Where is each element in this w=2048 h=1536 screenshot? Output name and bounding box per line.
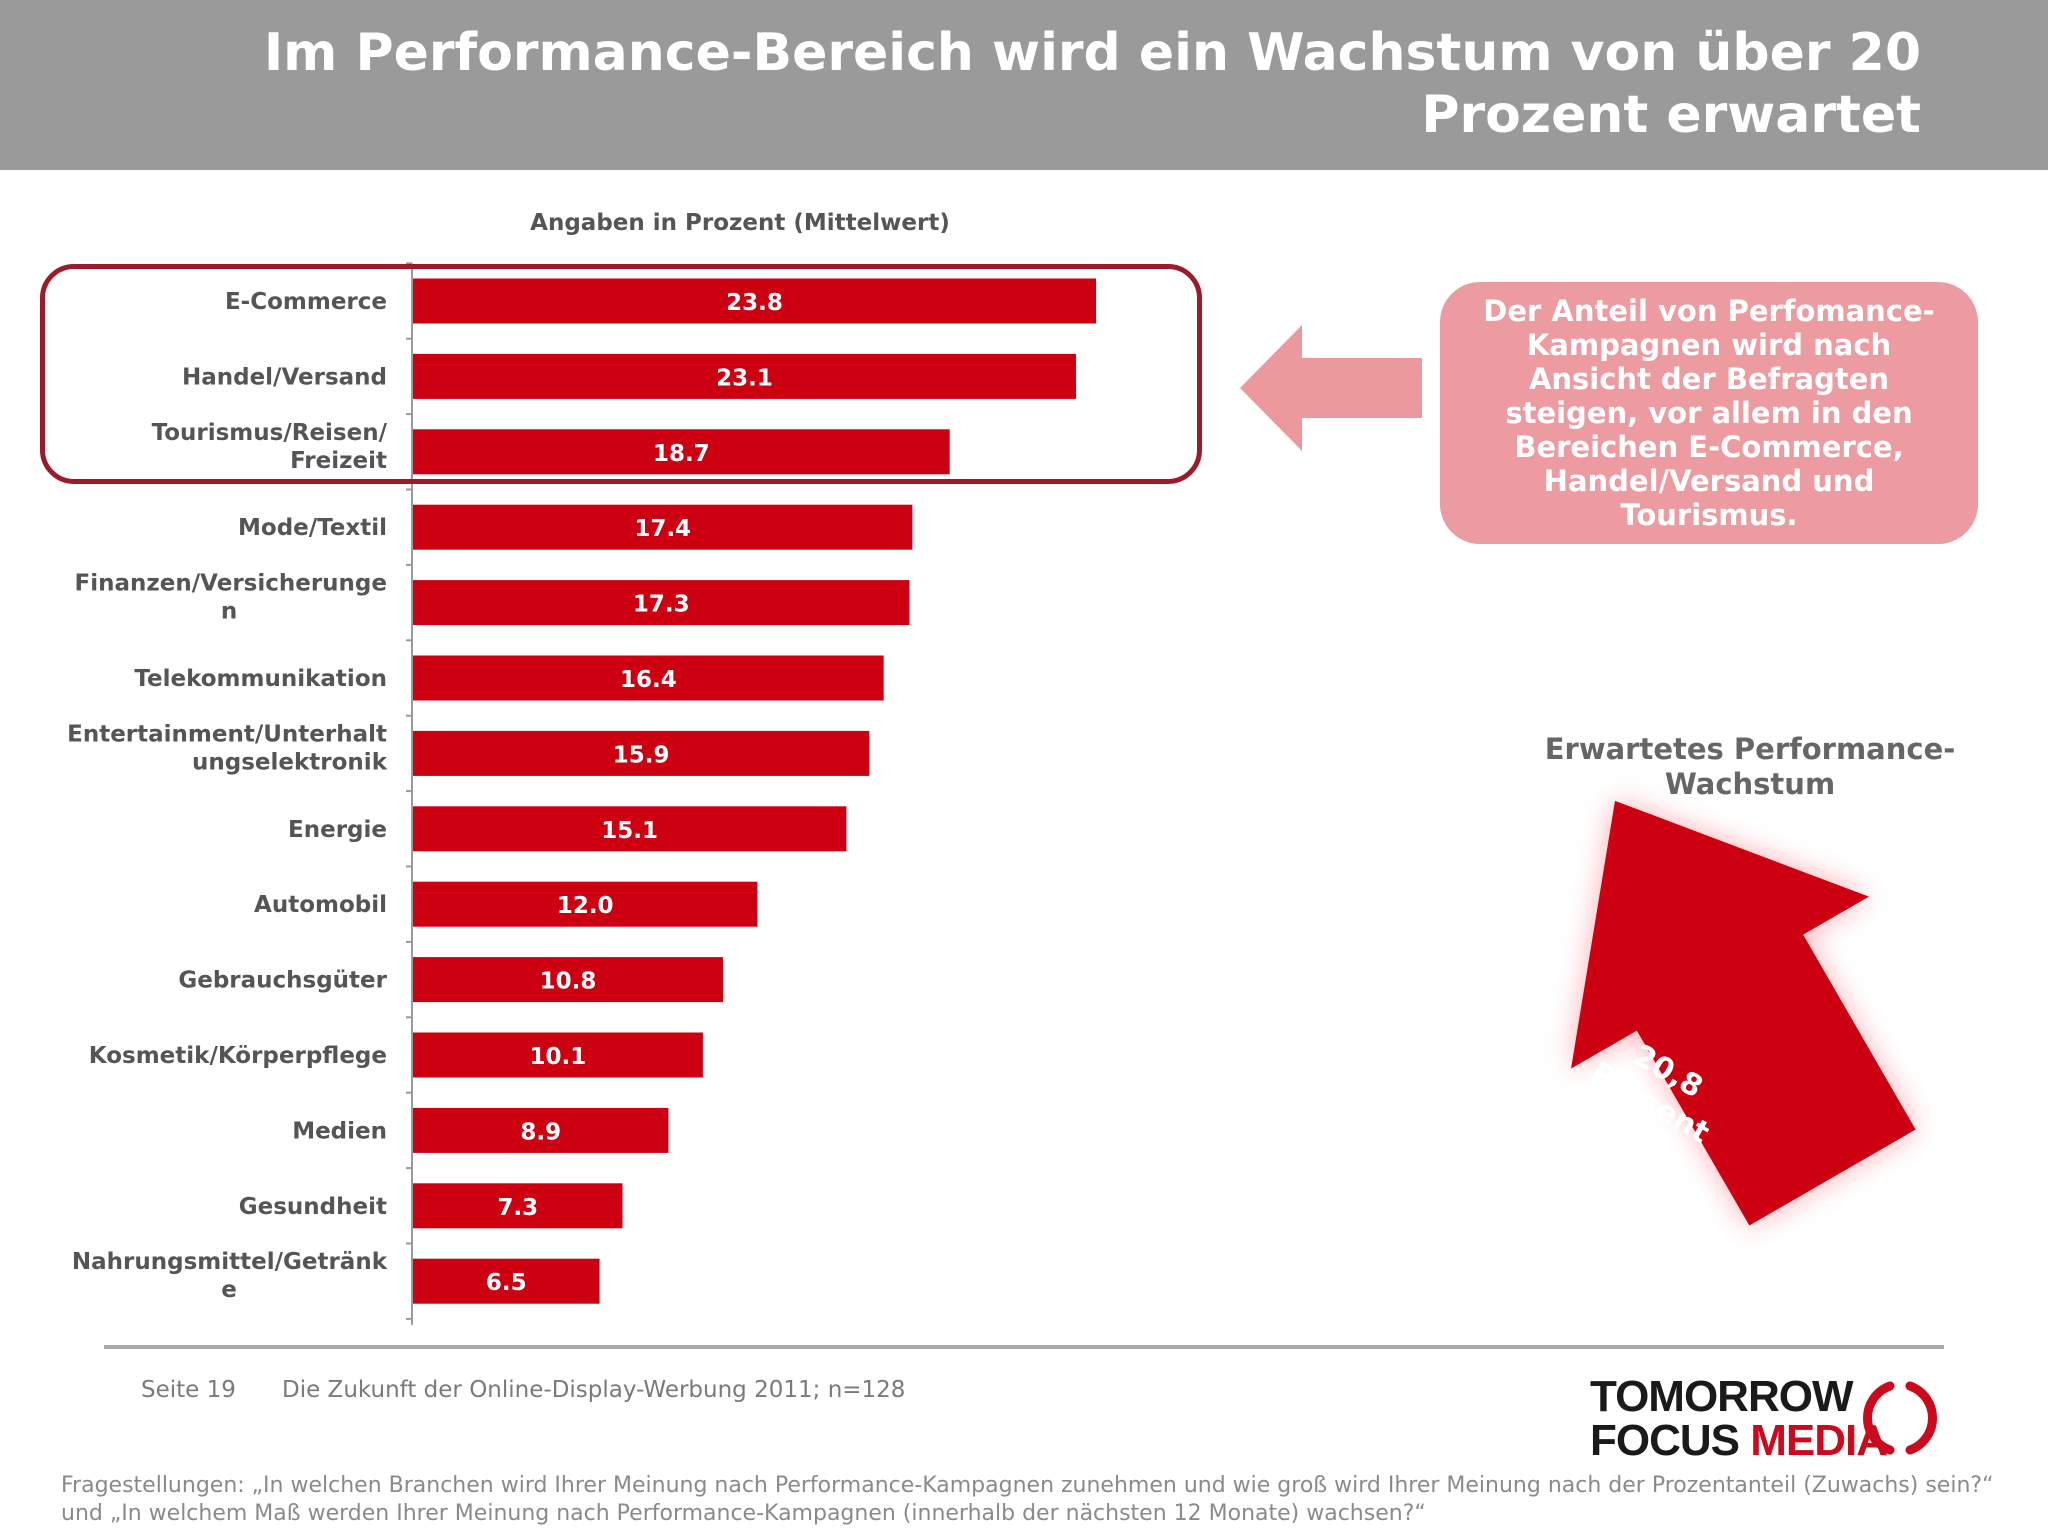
category-label: Finanzen/Versicherunge (75, 571, 387, 597)
bar (413, 278, 1097, 324)
bar-value-label: 18.7 (653, 441, 710, 467)
bar-chart: 23.8 E-Commerce 23.1 Handel/Versand 18.7 Tour… (67, 262, 1916, 1325)
page-title: Im Performance-Bereich wird ein Wachstum… (263, 23, 1921, 145)
bar (413, 429, 950, 475)
source-note: Die Zukunft der Online-Display-Werbung 2… (282, 1377, 906, 1403)
category-label: Freizeit (290, 448, 387, 474)
bar (413, 1032, 703, 1078)
category-label: e (221, 1277, 237, 1303)
highlight-frame (40, 264, 1202, 484)
callout-text: Der Anteil von Perfomance-Kampagnen wird… (1483, 294, 1935, 532)
bar (413, 504, 913, 550)
category-label: Gesundheit (239, 1194, 387, 1220)
bar-value-label: 7.3 (497, 1195, 538, 1221)
callout-box: Der Anteil von Perfomance-Kampagnen wird… (1440, 282, 1978, 544)
left-arrow-icon (1240, 325, 1422, 451)
logo-ring-icon (1862, 1381, 1938, 1455)
bar-value-label: 16.4 (620, 667, 677, 693)
bar (413, 1258, 600, 1304)
chart-subtitle: Angaben in Prozent (Mittelwert) (530, 210, 950, 236)
bar-value-label: 17.3 (633, 592, 690, 618)
category-label: E-Commerce (225, 289, 387, 315)
question-text: Fragestellungen: „In welchen Branchen wi… (61, 1473, 1994, 1526)
category-label: Mode/Textil (238, 515, 387, 541)
bar (413, 806, 847, 852)
bar (413, 1183, 623, 1229)
footer-divider (104, 1345, 1944, 1349)
bar (413, 957, 723, 1003)
bar (413, 655, 884, 701)
company-logo: TOMORROW FOCUS MEDIA (1588, 1372, 1948, 1466)
category-label: Gebrauchsgüter (178, 968, 387, 994)
category-label: Entertainment/Unterhalt (67, 721, 387, 747)
category-label: ungselektronik (192, 749, 388, 775)
category-label: Automobil (254, 892, 387, 918)
bar-value-label: 23.8 (726, 290, 783, 316)
bar (413, 730, 870, 776)
category-label: Energie (288, 817, 387, 843)
bar-value-label: 10.1 (530, 1044, 587, 1070)
header-bar: Im Performance-Bereich wird ein Wachstum… (0, 0, 2048, 170)
growth-label: Erwartetes Performance-Wachstum (1544, 732, 1956, 801)
bar-value-label: 12.0 (557, 893, 614, 919)
page-number: Seite 19 (141, 1377, 236, 1403)
category-label: Telekommunikation (134, 666, 387, 692)
logo-text-line1: TOMORROW (1590, 1372, 1853, 1421)
category-label: Tourismus/Reisen/ (152, 420, 388, 446)
bar (413, 353, 1076, 399)
bar-value-label: 15.9 (613, 742, 670, 768)
category-label: Nahrungsmittel/Getränk (72, 1249, 388, 1275)
bar (413, 881, 758, 927)
chart-plot-area: 23.8 E-Commerce 23.1 Handel/Versand 18.7 Tour… (67, 262, 1097, 1325)
bar-value-label: 23.1 (716, 365, 773, 391)
bar-value-label: 17.4 (634, 516, 691, 542)
category-label: Medien (292, 1118, 387, 1144)
bar-value-label: 10.8 (540, 969, 597, 995)
logo-text-line2: FOCUS MEDIA (1590, 1416, 1888, 1466)
category-label: Kosmetik/Körperpflege (89, 1043, 387, 1069)
bar-value-label: 6.5 (486, 1270, 527, 1296)
bar (413, 1107, 669, 1153)
bar-value-label: 8.9 (520, 1119, 561, 1145)
category-label: Handel/Versand (182, 364, 387, 390)
bar-value-label: 15.1 (601, 818, 658, 844)
bar (413, 580, 910, 626)
category-label: n (221, 599, 237, 625)
logo-text-focus: FOCUS (1590, 1416, 1740, 1465)
